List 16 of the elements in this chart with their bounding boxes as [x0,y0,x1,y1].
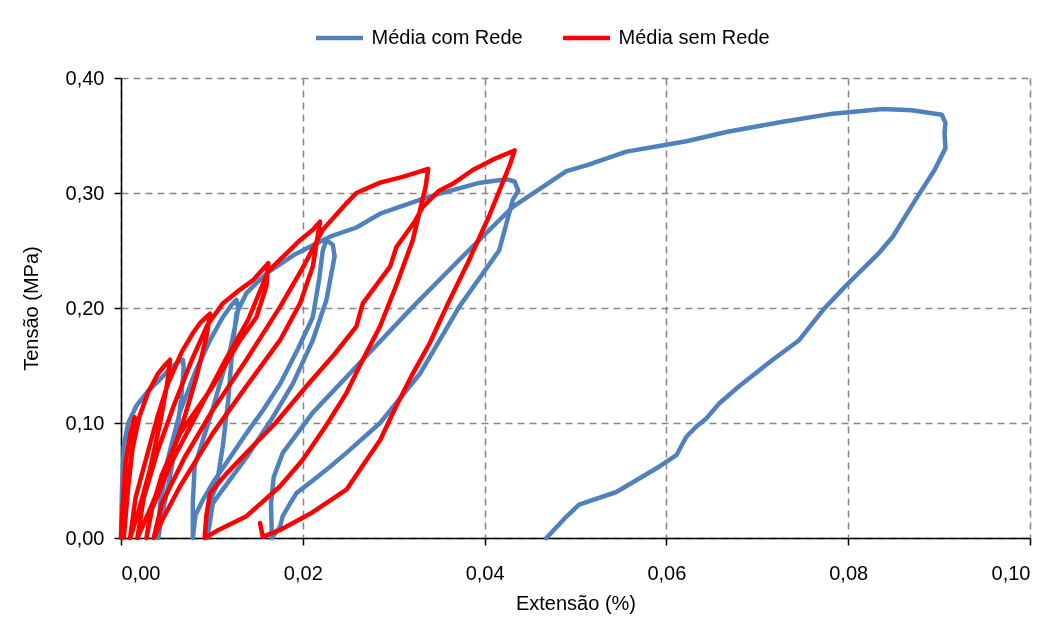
x-axis-title: Extensão (%) [515,591,637,614]
y-tick-label: 0,20 [65,296,105,319]
y-axis-title: Tensão (MPa) [19,246,42,371]
y-tick-label: 0,30 [65,181,105,204]
y-tick-label: 0,10 [65,411,105,434]
x-tick-label: 0,06 [647,561,687,584]
x-tick-label: 0,08 [829,561,869,584]
y-tick-label: 0,00 [65,526,105,549]
x-tick-label: 0,10 [991,561,1031,584]
line-series [118,148,517,541]
legend-label: Média com Rede [371,26,523,48]
x-tick-label: 0,04 [465,561,505,584]
legend-label: Média sem Rede [618,26,770,48]
x-tick-label: 0,02 [283,561,323,584]
x-tick-label: 0,00 [121,561,161,584]
y-tick-label: 0,40 [65,66,105,89]
